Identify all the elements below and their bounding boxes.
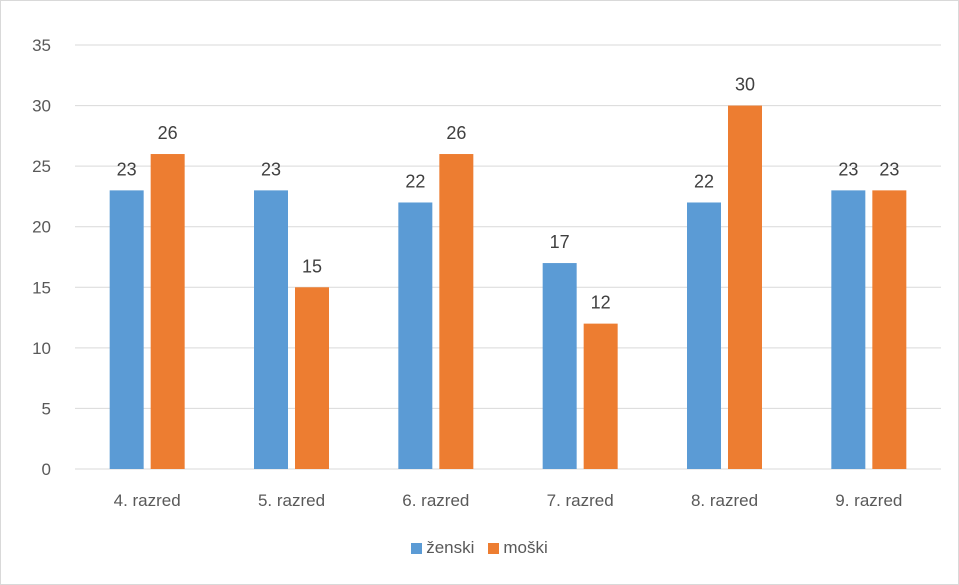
x-tick-label: 7. razred: [547, 491, 614, 510]
y-tick-label: 30: [32, 97, 51, 116]
bar-zenski: [254, 190, 288, 469]
y-tick-label: 20: [32, 218, 51, 237]
data-label: 23: [879, 159, 899, 179]
data-label: 26: [158, 123, 178, 143]
y-tick-label: 5: [42, 399, 51, 418]
legend-label: moški: [503, 538, 548, 557]
bar-zenski: [398, 202, 433, 469]
bar-moski: [150, 154, 185, 469]
y-tick-label: 15: [32, 278, 51, 297]
legend-label: ženski: [426, 538, 475, 557]
legend-item: moški: [488, 538, 548, 558]
data-label: 23: [838, 159, 858, 179]
bar-moski: [583, 323, 618, 469]
data-label: 23: [261, 159, 281, 179]
bar-zenski: [687, 202, 721, 469]
data-label: 15: [302, 256, 322, 276]
data-label: 17: [550, 232, 570, 252]
bar-moski: [295, 287, 329, 469]
data-label: 22: [694, 171, 714, 191]
y-tick-label: 0: [42, 460, 51, 479]
bar-zenski: [542, 263, 577, 469]
x-tick-label: 5. razred: [258, 491, 325, 510]
data-label: 12: [591, 293, 611, 313]
legend-swatch: [411, 542, 423, 554]
y-tick-label: 10: [32, 339, 51, 358]
bar-moski: [728, 105, 762, 470]
x-tick-label: 9. razred: [835, 491, 902, 510]
legend-swatch: [488, 542, 500, 554]
y-tick-label: 25: [32, 157, 51, 176]
data-label: 26: [446, 123, 466, 143]
y-tick-label: 35: [32, 36, 51, 55]
bar-moski: [439, 154, 474, 469]
chart-legend: ženski moški: [1, 538, 958, 558]
x-tick-label: 4. razred: [114, 491, 181, 510]
x-tick-label: 8. razred: [691, 491, 758, 510]
x-tick-label: 6. razred: [402, 491, 469, 510]
data-label: 23: [117, 159, 137, 179]
bar-zenski: [109, 190, 144, 469]
bar-moski: [872, 190, 907, 469]
data-label: 30: [735, 75, 755, 95]
bar-zenski: [831, 190, 866, 469]
legend-item: ženski: [411, 538, 474, 558]
data-label: 22: [405, 171, 425, 191]
